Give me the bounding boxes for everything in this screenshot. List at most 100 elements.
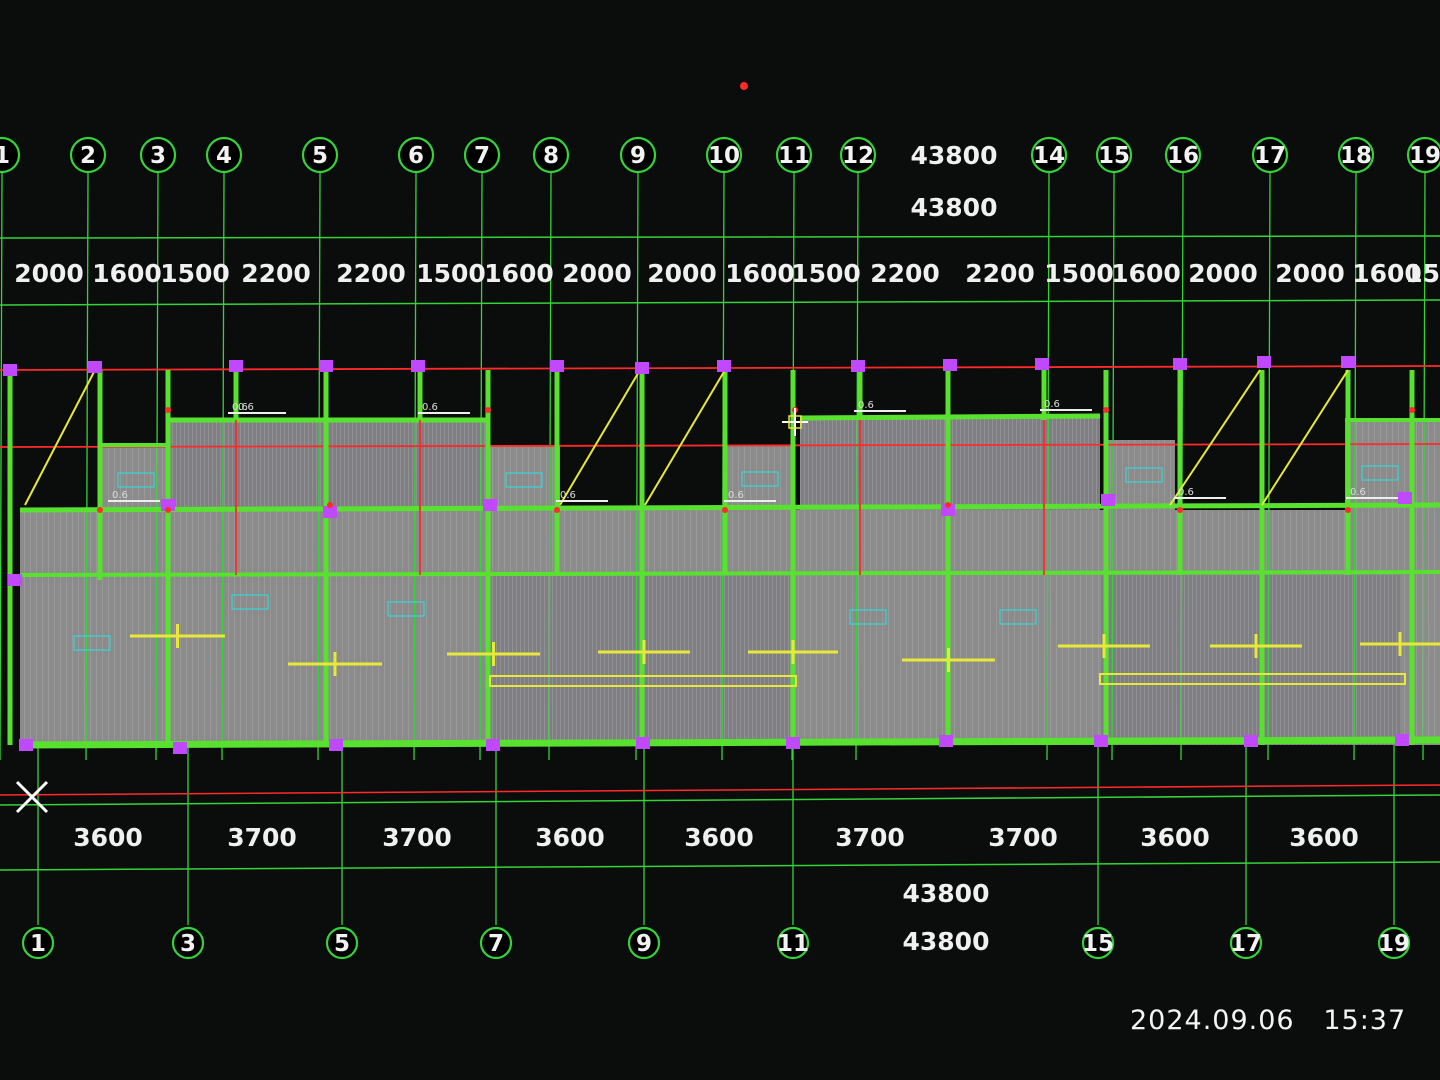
axis-bubble-1: 1 [0,136,21,174]
column [161,499,175,511]
axis-line [1046,171,1050,761]
axis-bubble-label: 6 [408,143,424,169]
axis-bubble-5: 5 [325,926,359,960]
axis-bubble-label: 11 [778,143,810,169]
axis-bubble-label: 2 [80,143,96,169]
room-label-box [231,594,269,610]
column [635,362,649,374]
column [1035,358,1049,370]
wall-tag: 0.6 [560,490,576,501]
stair-line [24,369,96,506]
axis-line [85,171,89,761]
axis-bubble-4: 4 [205,136,243,174]
axis-bubble-11: 11 [776,926,810,960]
column [319,360,333,372]
axis-bubble-circle [1164,136,1202,174]
top-segment-dim: 2000 [1275,259,1345,288]
axis-line [1353,171,1357,761]
wall-tag: 0.6 [232,402,248,413]
axis-bubble-circle [301,136,339,174]
red-marker-dot [740,82,748,90]
axis-bubble-9: 9 [619,136,657,174]
axis-bubble-19: 19 [1406,136,1440,174]
column [1244,735,1258,747]
axis-bubble-label: 17 [1254,143,1286,169]
axis-bubble-12: 12 [839,136,877,174]
wall-tag: 0.6 [112,490,128,501]
axis-bubble-label: 14 [1033,143,1065,169]
floor-slab[interactable] [20,418,1440,745]
axis-bubble-15: 15 [1081,926,1115,960]
axis-bubble-label: 1 [0,143,10,169]
axis-bubble-circle [1406,136,1440,174]
axis-bubble-circle [1229,926,1263,960]
crosshair-cursor-icon [782,408,808,436]
top-segment-dim: 1600 [1352,259,1422,288]
wall-tags: 0.6 0.6 0.6 0.60.6 0.6 0.6 0.6 0.60.6 [108,399,1398,502]
stair-line [644,369,726,506]
anchor-point [1103,407,1109,413]
axis-line [635,171,639,761]
corridor-beam [1099,673,1406,685]
axis-bubble-18: 18 [1337,136,1375,174]
wall-tag: 0.6 [238,402,254,413]
wall-tag: 0.6 [1350,487,1366,498]
column [3,364,17,376]
wall-segment [19,736,1440,749]
column [1173,358,1187,370]
anchor-point [722,507,728,513]
corridor-beam [489,675,797,687]
axis-bubble-label: 17 [1230,931,1262,957]
axis-bubble-11: 11 [775,136,813,174]
column [329,739,343,751]
axis-bubble-6: 6 [397,136,435,174]
anchor-point [1409,407,1415,413]
column [550,360,564,372]
room-label-box [1361,465,1399,481]
bottom-segment-dim: 3700 [835,823,905,852]
axis-bubble-circle [1377,926,1411,960]
axis-bubble-circle [1337,136,1375,174]
axis-bubble-19: 19 [1377,926,1411,960]
beam-line [0,443,1440,448]
room-label-box [387,601,425,617]
top-segment-dim: 1500 [416,259,486,288]
axis-bubble-label: 19 [1378,931,1410,957]
axis-line [1422,171,1426,761]
column [717,360,731,372]
axis-bubble-circle [775,136,813,174]
column [323,506,337,518]
axis-bubble-circle [705,136,743,174]
ucs-cross-icon [15,780,49,814]
column [851,360,865,372]
wall-segment [19,570,1440,577]
axis-bubble-label: 19 [1409,143,1440,169]
axis-bubble-8: 8 [532,136,570,174]
axis-bubble-16: 16 [1164,136,1202,174]
top-segment-dim: 1600 [1111,259,1181,288]
room-label-box [1125,467,1163,483]
axis-line [155,171,159,761]
axis-bubble-label: 15 [1098,143,1130,169]
column [786,737,800,749]
axis-bubble-label: 10 [708,143,740,169]
axis-bubble-label: 11 [777,931,809,957]
column [1395,734,1409,746]
top-segment-dim: 2000 [14,259,84,288]
stair-line [559,369,641,506]
top-overall-dim-1: 43800 [911,141,998,170]
column [483,499,497,511]
axis-bubble-5: 5 [301,136,339,174]
walls-layer[interactable] [0,356,1440,754]
axis-bubble-label: 5 [312,143,328,169]
axis-bubble-label: 7 [474,143,490,169]
top-segment-dim: 1500 [791,259,861,288]
axis-grid-lines [0,171,1426,925]
column [411,360,425,372]
wall-tag: 0.6 [728,490,744,501]
column [1094,735,1108,747]
bottom-segment-dim: 3600 [1140,823,1210,852]
stair-line [1261,369,1349,506]
